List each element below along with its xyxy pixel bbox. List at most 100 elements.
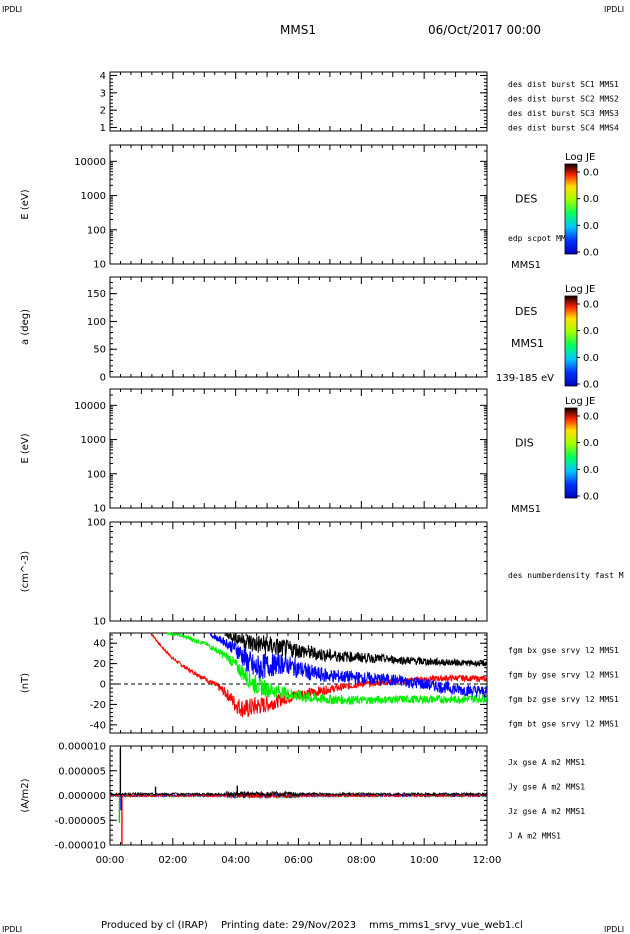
panel-electron-density: 10 100 (cm^-3) des numberdensity fast M <box>20 518 624 628</box>
bottom-label: MMS1 <box>511 504 541 515</box>
y-axis-label: (nT) <box>20 673 31 693</box>
y-tick-label: 10 <box>93 504 106 515</box>
current-trace <box>109 790 487 798</box>
time-tick-label: 04:00 <box>221 855 250 866</box>
panel-frame <box>109 388 488 509</box>
y-tick-label: 100 <box>87 225 106 236</box>
instrument-label: DES <box>515 305 537 318</box>
bottom-label: 139-185 eV <box>496 373 554 384</box>
colorbar-tick-label: 0.0 <box>583 248 599 259</box>
y-tick-label: 0 <box>100 373 106 384</box>
instrument-label: DIS <box>515 437 534 450</box>
colorbar-tick-label: 0.0 <box>583 438 599 449</box>
y-tick-label: 40 <box>93 639 106 650</box>
colorbar <box>564 295 578 387</box>
y-axis-label: E (eV) <box>20 189 31 219</box>
time-tick-label: 00:00 <box>96 855 125 866</box>
y-tick-label: 4 <box>100 71 106 82</box>
legend-entry: fgm by gse srvy l2 MMS1 <box>508 671 619 680</box>
y-tick-label: 10000 <box>74 157 106 168</box>
time-axis: 00:00 02:00 04:00 06:00 08:00 10:00 12:00 <box>96 855 502 866</box>
date-title: 06/Oct/2017 00:00 <box>428 23 541 37</box>
legend-entry: des dist burst SC3 MMS3 <box>508 109 619 118</box>
corner-label-bottom-right: IPDLI <box>604 925 624 934</box>
y-tick-label: 0.000010 <box>58 742 106 753</box>
corner-label-top-left: IPDLI <box>2 5 22 14</box>
y-tick-label: 0.000005 <box>58 766 106 777</box>
series-line-by <box>166 631 488 706</box>
y-tick-label: 20 <box>93 659 106 670</box>
colorbar-title: Log JE <box>565 396 595 407</box>
legend-entry: J A m2 MMS1 <box>508 832 561 841</box>
panel-frame <box>109 276 488 378</box>
y-tick-label: -40 <box>90 720 106 731</box>
colorbar-tick-label: 0.0 <box>583 380 599 391</box>
time-tick-label: 06:00 <box>284 855 313 866</box>
panel-burst-availability: 1 2 3 4 des dist burst SC1 MMS1 des dist burs… <box>100 71 619 134</box>
colorbar-tick-label: 0.0 <box>583 465 599 476</box>
bottom-label: MMS1 <box>511 260 541 271</box>
y-tick-label: 10 <box>93 617 106 628</box>
y-tick-label: 1000 <box>81 435 106 446</box>
colorbar-title: Log JE <box>565 152 595 163</box>
legend-entry: des dist burst SC2 MMS2 <box>508 95 619 104</box>
colorbar-tick-label: 0.0 <box>583 492 599 503</box>
colorbar-tick-label: 0.0 <box>583 194 599 205</box>
y-tick-label: 100 <box>87 317 106 328</box>
time-tick-label: 02:00 <box>158 855 187 866</box>
colorbar <box>564 407 578 499</box>
series-line-bt <box>225 632 488 668</box>
spacecraft-title: MMS1 <box>280 23 316 37</box>
legend-entry: fgm bx gse srvy l2 MMS1 <box>508 646 619 655</box>
panel-frame <box>109 144 488 265</box>
corner-label-bottom-left: IPDLI <box>2 925 22 934</box>
side-label: MMS1 <box>511 337 544 350</box>
y-axis-label: (cm^-3) <box>20 551 31 592</box>
y-tick-label: 1 <box>100 123 106 134</box>
footer-printing-date: Printing date: 29/Nov/2023 <box>221 920 356 931</box>
colorbar-tick-label: 0.0 <box>583 168 599 179</box>
series-line-bx <box>150 632 487 718</box>
colorbar <box>564 163 578 255</box>
legend-entry: fgm bt gse srvy l2 MMS1 <box>508 720 619 729</box>
series-line-bz <box>210 632 488 699</box>
colorbar-tick-label: 0.0 <box>583 300 599 311</box>
footer-filename: mms_mms1_srvy_vue_web1.cl <box>369 920 523 931</box>
panel-frame <box>109 521 488 622</box>
legend-entry: Jy gse A m2 MMS1 <box>508 783 585 792</box>
y-tick-label: 100 <box>87 518 106 529</box>
y-tick-label: 150 <box>87 289 106 300</box>
y-tick-label: 2 <box>100 106 106 117</box>
y-tick-label: 0.000000 <box>58 791 106 802</box>
panel-dis-energy-spectrogram: 10 100 1000 10000 E (eV) DIS MMS1 Log JE 0.0 0.0 0… <box>20 388 599 515</box>
colorbar-tick-label: 0.0 <box>583 412 599 423</box>
y-tick-label: 0 <box>100 680 106 691</box>
legend-entry: fgm bz gse srvy l2 MMS1 <box>508 695 619 704</box>
y-tick-label: -0.000005 <box>55 816 106 827</box>
y-tick-label: 10 <box>93 260 106 271</box>
y-tick-label: -0.000010 <box>55 841 106 852</box>
y-tick-label: 50 <box>93 345 106 356</box>
time-tick-label: 12:00 <box>473 855 502 866</box>
colorbar-tick-label: 0.0 <box>583 326 599 337</box>
legend-entry: des dist burst SC4 MMS4 <box>508 124 619 133</box>
panel-des-energy-spectrogram: 10 100 1000 10000 E (eV) DES edp scpot MMS1 MMS… <box>20 144 599 271</box>
footer-produced-by: Produced by cl (IRAP) <box>101 920 208 931</box>
side-label: edp scpot MMS1 <box>508 234 576 243</box>
colorbar-tick-label: 0.0 <box>583 221 599 232</box>
panel-current-density: -0.000010 -0.000005 0.000000 0.000005 0.0000… <box>20 742 585 852</box>
legend-entry: Jz gse A m2 MMS1 <box>508 807 585 816</box>
y-tick-label: -20 <box>90 700 106 711</box>
legend-entry: des numberdensity fast M <box>508 571 624 580</box>
legend-entry: Jx gse A m2 MMS1 <box>508 758 585 767</box>
corner-label-top-right: IPDLI <box>604 5 624 14</box>
colorbar-tick-label: 0.0 <box>583 353 599 364</box>
y-axis-label: (A/m2) <box>20 778 31 812</box>
panel-frame <box>109 71 488 132</box>
colorbar-title: Log JE <box>565 284 595 295</box>
y-tick-label: 1000 <box>81 191 106 202</box>
time-tick-label: 10:00 <box>410 855 439 866</box>
y-axis-label: E (eV) <box>20 433 31 463</box>
panel-des-pitch-angle: 0 50 100 150 a (deg) DES MMS1 139-185 eV Log JE 0… <box>20 276 599 391</box>
